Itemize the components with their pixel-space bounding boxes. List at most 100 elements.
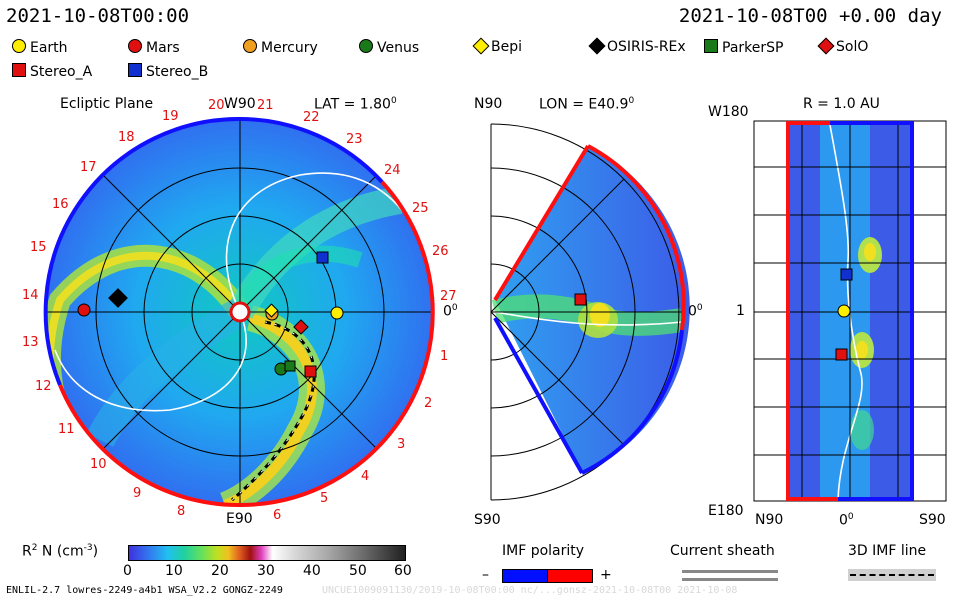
colorbar-tick: 10	[165, 563, 183, 579]
latlon-mid-left-label: 1	[736, 303, 745, 319]
meridional-right-label: 00	[688, 303, 703, 320]
imf-positive-swatch	[547, 569, 593, 583]
day-label: 18	[118, 130, 135, 145]
polarity-arc-neg-2	[43, 116, 241, 386]
day-label: 24	[384, 163, 401, 178]
lat-degree: 0	[390, 96, 397, 106]
datetime-right: 2021-10-08T00 +0.00 day	[678, 5, 942, 27]
day-label: 9	[133, 486, 141, 501]
stereo-b-latlon-marker	[840, 268, 853, 281]
legend-item-osiris-rex: OSIRIS-REx	[588, 37, 686, 55]
stereo-a-marker	[304, 365, 317, 378]
colorbar-label: R2 N (cm-3)	[22, 543, 98, 560]
meridional-top-label: N90	[474, 96, 503, 112]
imf-plus: +	[600, 567, 612, 583]
legend-item-solo: SolO	[817, 37, 869, 55]
lon-degree: 0	[451, 303, 458, 313]
venus-marker-icon	[359, 39, 373, 53]
unit-exponent: -3	[83, 543, 93, 553]
carrington-day-labels: 1 2 3 4 5 6 8 9 10 11 12 13 14 15 16 17 …	[22, 98, 457, 523]
polarity-arc-pos-1	[380, 180, 435, 422]
day-label: 10	[90, 457, 107, 472]
current-sheath-line-1	[682, 570, 778, 573]
mercury-marker-icon	[243, 39, 257, 53]
day-label: 27	[440, 289, 457, 304]
current-sheath-line-2	[682, 578, 778, 581]
colorbar-tick: 50	[349, 563, 367, 579]
legend-item-parkersp: ParkerSP	[704, 39, 783, 56]
day-label: 6	[273, 508, 281, 523]
earth-marker	[330, 306, 344, 320]
stereo-a-meridional-marker	[574, 293, 587, 306]
day-label: 23	[346, 132, 363, 147]
meridional-bottom-label: S90	[474, 512, 501, 528]
x-mid-value: 0	[839, 512, 848, 529]
latlon-x-left-label: N90	[755, 512, 784, 528]
footer-run-info: UNCUE1009091130/2019-10-08T00:00 nc/...g…	[322, 585, 738, 596]
n-unit: N (cm	[37, 543, 84, 560]
legend-label: Venus	[377, 40, 420, 56]
latlon-x-right-label: S90	[919, 512, 946, 528]
day-label: 11	[58, 422, 75, 437]
imf-line-title: 3D IMF line	[848, 543, 927, 559]
ecliptic-lat-label: LAT = 1.800	[314, 96, 397, 113]
stereo-b-marker-icon	[128, 63, 142, 77]
zero-label: 0	[688, 303, 697, 320]
latlon-top-left-label: W180	[708, 104, 749, 120]
meridional-plot	[490, 123, 690, 501]
day-label: 4	[361, 469, 369, 484]
legend-label: Mars	[146, 40, 180, 56]
meridional-lon-label: LON = E40.90	[539, 96, 634, 113]
earth-marker-icon	[12, 39, 26, 53]
imf-line-swatch	[848, 569, 936, 581]
r-exponent: 2	[31, 543, 38, 553]
legend-label: Stereo_A	[30, 64, 93, 80]
parkersp-marker	[284, 360, 296, 372]
degree-sup: 0	[696, 303, 703, 313]
colorbar-tick: 20	[211, 563, 229, 579]
day-label: 25	[412, 201, 429, 216]
colorbar-tick: 0	[123, 563, 132, 579]
day-label: 5	[320, 491, 328, 506]
day-label: 8	[177, 504, 185, 519]
legend-label: SolO	[836, 39, 869, 55]
legend-item-earth: Earth	[12, 39, 68, 56]
osiris-rex-marker	[108, 288, 128, 308]
day-label: 19	[162, 109, 179, 124]
lon-value: LON = E40.9	[539, 96, 629, 113]
imf-negative-swatch	[502, 569, 548, 583]
stereo-a-latlon-marker	[835, 348, 848, 361]
legend-label: Mercury	[261, 40, 318, 56]
ecliptic-bottom-label: E90	[226, 511, 253, 527]
lon-degree: 0	[628, 96, 635, 106]
imf-polarity-title: IMF polarity	[502, 543, 585, 559]
latlon-x-mid-label: 00	[839, 512, 854, 529]
sun-marker	[229, 301, 251, 323]
lon-zero: 0	[443, 303, 452, 320]
solo-marker	[293, 319, 309, 335]
legend-item-bepi: Bepi	[472, 37, 522, 55]
earth-imf-line-inner	[231, 321, 315, 501]
colorbar-tick: 60	[394, 563, 412, 579]
colorbar	[128, 545, 406, 561]
day-label: 17	[80, 160, 97, 175]
ecliptic-top-label: W90	[224, 96, 256, 112]
latlon-bottom-left-label: E180	[708, 503, 744, 519]
latlon-plot	[753, 120, 947, 502]
imf-minus: –	[482, 567, 489, 583]
r-symbol: R	[22, 543, 32, 560]
day-label: 13	[22, 335, 39, 350]
legend-label: Stereo_B	[146, 64, 209, 80]
day-label: 15	[30, 240, 47, 255]
legend-label: Bepi	[491, 39, 522, 55]
colorbar-tick: 40	[303, 563, 321, 579]
ecliptic-title: Ecliptic Plane	[60, 96, 154, 112]
mars-marker	[77, 303, 91, 317]
latlon-r-label: R = 1.0 AU	[803, 96, 880, 112]
legend-item-mars: Mars	[128, 39, 180, 56]
datetime-left: 2021-10-08T00:00	[6, 5, 190, 27]
legend-label: OSIRIS-REx	[607, 39, 686, 55]
polarity-arc-neg-1	[239, 117, 384, 184]
legend-item-mercury: Mercury	[243, 39, 318, 56]
